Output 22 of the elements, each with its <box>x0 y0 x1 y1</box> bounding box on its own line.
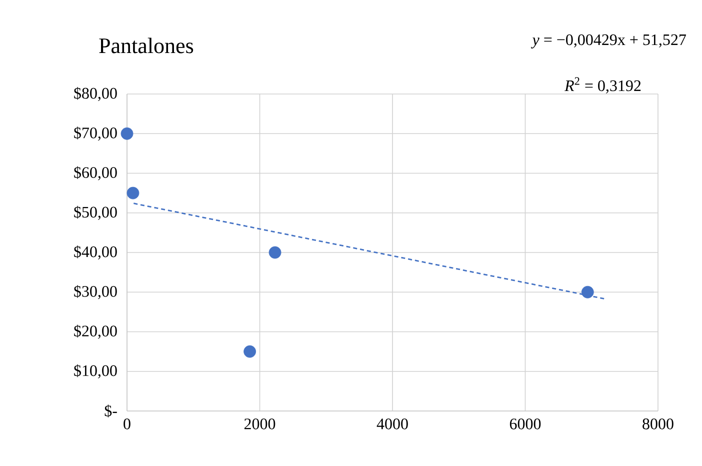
y-tick-label: $20,00 <box>74 324 117 339</box>
point <box>120 127 134 140</box>
point <box>126 186 140 200</box>
y-tick-label: $60,00 <box>74 166 117 180</box>
x-tick-label: 8000 <box>642 418 674 430</box>
y-tick-label: $30,00 <box>74 285 117 300</box>
chart-title: Pantalones <box>99 38 194 54</box>
point <box>244 345 256 358</box>
y-tick-label: $80,00 <box>74 86 117 102</box>
point <box>268 246 282 259</box>
y-tick-label: $- <box>104 404 117 418</box>
x-tick-label: 0 <box>124 418 130 430</box>
x-tick-label: 4000 <box>376 418 408 430</box>
y-tick-label: $40,00 <box>74 245 117 260</box>
x-tick-label: 2000 <box>244 418 276 430</box>
point <box>581 286 594 298</box>
y-tick-label: $50,00 <box>74 206 117 220</box>
text: y = −0,00429x + 51,527 <box>530 34 686 48</box>
x-tick-label: 6000 <box>510 418 541 430</box>
text: R$^{2}$ = 0,3192 <box>564 77 641 94</box>
y-tick-label: $70,00 <box>74 126 117 141</box>
y-tick-label: $10,00 <box>74 364 117 378</box>
